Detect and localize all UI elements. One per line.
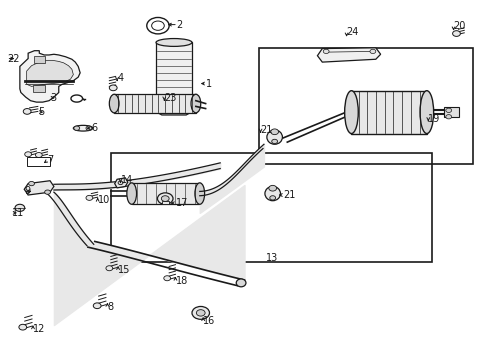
Ellipse shape [156, 98, 192, 105]
Circle shape [109, 85, 117, 91]
Circle shape [445, 108, 451, 112]
Circle shape [86, 195, 93, 201]
Circle shape [35, 153, 42, 157]
Bar [162, 202, 168, 204]
Ellipse shape [344, 91, 358, 134]
Text: 8: 8 [107, 302, 113, 312]
Circle shape [269, 196, 275, 200]
Circle shape [146, 18, 169, 34]
Text: 16: 16 [203, 316, 215, 326]
Polygon shape [115, 178, 127, 188]
Circle shape [25, 152, 31, 157]
Bar [131, 183, 200, 204]
Bar [33, 85, 45, 93]
Text: 2: 2 [176, 19, 183, 30]
Text: 11: 11 [12, 208, 24, 218]
Text: 12: 12 [33, 324, 45, 334]
Ellipse shape [266, 130, 282, 144]
Bar [259, 48, 472, 164]
Text: 24: 24 [346, 27, 358, 37]
Text: 7: 7 [47, 156, 54, 165]
Text: 4: 4 [117, 73, 123, 83]
Circle shape [29, 181, 34, 186]
Ellipse shape [73, 125, 93, 131]
Bar [34, 57, 45, 63]
Circle shape [44, 190, 50, 194]
Ellipse shape [236, 279, 245, 287]
Circle shape [23, 109, 31, 114]
Text: 22: 22 [8, 54, 20, 64]
Circle shape [106, 266, 113, 271]
Text: 14: 14 [120, 175, 132, 185]
Polygon shape [154, 102, 193, 115]
Circle shape [268, 185, 276, 191]
Ellipse shape [419, 91, 433, 134]
Circle shape [163, 276, 170, 281]
Circle shape [323, 49, 328, 54]
Ellipse shape [156, 39, 192, 46]
Circle shape [93, 303, 101, 309]
Text: 23: 23 [164, 93, 176, 103]
Text: 13: 13 [266, 253, 278, 263]
Circle shape [118, 181, 122, 185]
Circle shape [452, 31, 459, 36]
Circle shape [15, 204, 25, 211]
Circle shape [270, 129, 278, 135]
Bar [114, 94, 196, 113]
Text: 21: 21 [283, 190, 295, 200]
Bar [443, 107, 458, 117]
Circle shape [271, 139, 277, 144]
Ellipse shape [264, 186, 280, 201]
Ellipse shape [195, 183, 204, 204]
Bar [351, 91, 426, 134]
Bar [27, 157, 50, 166]
Circle shape [19, 324, 27, 330]
Text: 15: 15 [118, 265, 130, 275]
Ellipse shape [126, 183, 136, 204]
Text: 10: 10 [98, 195, 110, 205]
Circle shape [151, 21, 164, 30]
Circle shape [369, 49, 375, 54]
Ellipse shape [191, 94, 201, 113]
Bar [111, 153, 431, 262]
Circle shape [445, 114, 451, 119]
Circle shape [192, 306, 209, 319]
Circle shape [86, 126, 92, 130]
Text: 18: 18 [175, 276, 187, 286]
Circle shape [157, 193, 173, 204]
Text: 3: 3 [50, 93, 56, 103]
Text: 21: 21 [260, 125, 272, 135]
Text: 1: 1 [205, 78, 211, 89]
Text: 19: 19 [427, 113, 440, 123]
Polygon shape [20, 51, 80, 102]
Polygon shape [317, 48, 380, 62]
Text: 17: 17 [175, 198, 187, 208]
Text: 5: 5 [38, 107, 44, 117]
Circle shape [74, 126, 80, 130]
Circle shape [196, 310, 204, 316]
Text: 6: 6 [91, 123, 97, 133]
Ellipse shape [109, 94, 119, 113]
Bar [156, 42, 192, 102]
Polygon shape [27, 60, 73, 86]
Text: 20: 20 [453, 21, 465, 31]
Text: 9: 9 [25, 186, 31, 197]
Circle shape [161, 196, 169, 202]
Polygon shape [24, 181, 54, 195]
